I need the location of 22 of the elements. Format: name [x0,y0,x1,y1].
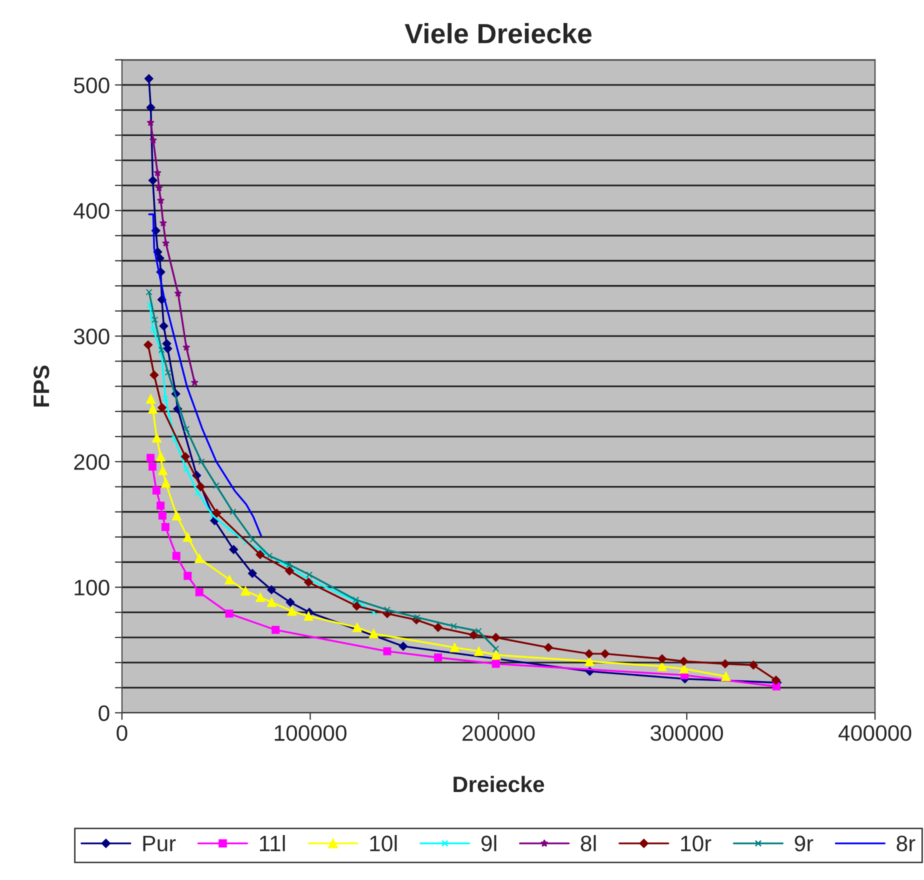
legend-label: 10l [370,835,397,852]
legend-label: 11l [260,835,285,852]
legend-label: Pur [143,836,176,852]
x-tick-label: 400000 [838,725,912,741]
legend-label: 8r [896,836,916,852]
legend-label: 8l [580,835,596,852]
x-tick-label: 200000 [462,725,535,741]
x-axis-title: Dreiecke [454,776,544,792]
legend-label: 9l [481,835,496,852]
y-tick-label: 300 [74,328,110,344]
x-tick-label: 0 [116,725,128,741]
x-tick-label: 100000 [274,725,346,741]
y-tick-label: 0 [98,705,110,722]
y-tick-label: 200 [74,454,110,470]
chart-title: Viele Dreiecke [404,23,592,44]
y-tick-label: 400 [74,203,110,219]
legend-label: 10r [681,836,712,852]
legend-label: 9r [794,836,814,852]
y-tick-label: 100 [74,580,110,596]
y-axis-title: FPS [34,366,50,406]
x-tick-label: 300000 [650,725,723,741]
y-tick-label: 500 [74,77,110,94]
